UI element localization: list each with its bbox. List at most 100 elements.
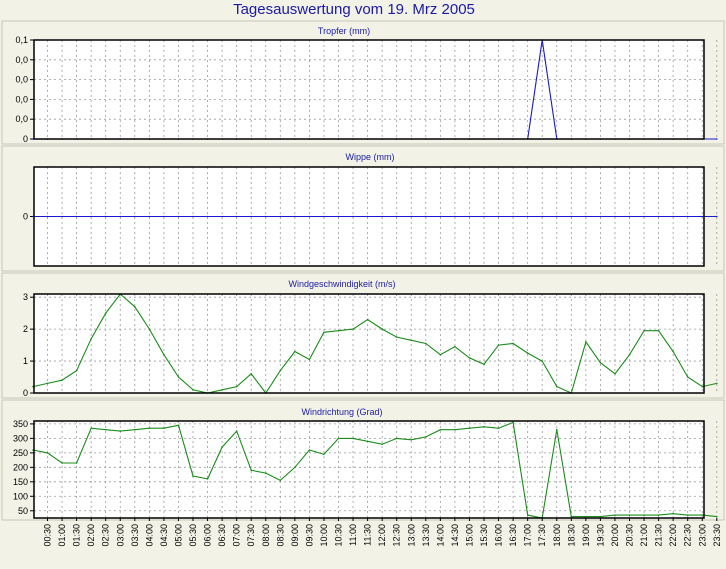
x-tick-label: 08:30 bbox=[275, 524, 285, 547]
data-point bbox=[279, 215, 282, 218]
data-point bbox=[686, 376, 689, 378]
data-point bbox=[235, 215, 238, 218]
x-tick-label: 18:30 bbox=[566, 524, 576, 547]
chart-title: Tropfer (mm) bbox=[318, 26, 370, 36]
plot-border bbox=[33, 420, 705, 519]
data-point bbox=[192, 215, 194, 218]
data-point bbox=[672, 512, 674, 515]
data-point bbox=[75, 215, 78, 218]
plot-border bbox=[33, 39, 705, 140]
y-tick-label: 50 bbox=[18, 506, 28, 516]
data-point bbox=[614, 373, 616, 375]
data-point bbox=[221, 389, 223, 391]
data-point bbox=[483, 426, 485, 428]
x-tick-label: 14:00 bbox=[435, 524, 445, 547]
data-point bbox=[221, 446, 223, 448]
data-point bbox=[352, 215, 354, 218]
data-point bbox=[192, 475, 194, 477]
data-point bbox=[75, 462, 78, 464]
data-point bbox=[643, 215, 645, 218]
data-point bbox=[716, 138, 718, 140]
data-point bbox=[628, 514, 631, 516]
data-point bbox=[643, 514, 645, 516]
data-point bbox=[250, 373, 252, 375]
data-point bbox=[163, 353, 165, 356]
data-point bbox=[308, 449, 311, 451]
y-tick-label: 0,0 bbox=[15, 55, 28, 65]
x-tick-label: 00:30 bbox=[43, 524, 53, 547]
data-point bbox=[134, 306, 136, 308]
chart-title: Windrichtung (Grad) bbox=[301, 407, 382, 417]
data-point bbox=[279, 369, 282, 372]
data-point bbox=[657, 514, 660, 516]
data-point bbox=[250, 215, 252, 218]
data-point bbox=[148, 215, 151, 218]
y-tick-label: 3 bbox=[23, 292, 28, 302]
y-tick-label: 250 bbox=[13, 448, 28, 458]
y-tick-label: 300 bbox=[13, 433, 28, 443]
data-point bbox=[483, 363, 485, 366]
series-line bbox=[32, 293, 717, 394]
x-tick-label: 23:30 bbox=[712, 524, 722, 547]
x-tick-label: 10:00 bbox=[319, 524, 329, 547]
x-tick-label: 01:00 bbox=[57, 524, 67, 547]
data-point bbox=[148, 328, 151, 330]
data-point bbox=[716, 382, 718, 385]
data-point bbox=[250, 469, 252, 472]
x-tick-label: 15:00 bbox=[464, 524, 474, 547]
data-point bbox=[512, 421, 514, 424]
data-point bbox=[526, 352, 529, 354]
data-point bbox=[90, 427, 92, 430]
data-point bbox=[410, 215, 413, 218]
x-tick-label: 13:30 bbox=[421, 524, 431, 547]
x-tick-label: 22:30 bbox=[683, 524, 693, 547]
data-point bbox=[556, 385, 558, 388]
x-tick-label: 14:30 bbox=[450, 524, 460, 547]
data-point bbox=[366, 440, 369, 443]
y-tick-label: 0 bbox=[23, 134, 28, 144]
data-point bbox=[366, 318, 369, 321]
data-point bbox=[686, 514, 689, 516]
x-tick-label: 17:30 bbox=[537, 524, 547, 547]
x-tick-label: 17:00 bbox=[523, 524, 533, 547]
data-point bbox=[206, 478, 209, 480]
data-point bbox=[672, 215, 674, 218]
y-tick-label: 100 bbox=[13, 491, 28, 501]
data-point bbox=[570, 515, 573, 518]
data-point bbox=[323, 453, 325, 456]
data-point bbox=[148, 427, 151, 430]
data-point bbox=[90, 337, 92, 340]
x-tick-label: 07:30 bbox=[246, 524, 256, 547]
y-tick-label: 0,0 bbox=[15, 114, 28, 124]
y-tick-label: 200 bbox=[13, 462, 28, 472]
data-point bbox=[526, 215, 529, 218]
data-point bbox=[570, 215, 573, 218]
data-point bbox=[265, 215, 267, 218]
data-point bbox=[381, 328, 384, 330]
data-point bbox=[177, 215, 180, 218]
data-point bbox=[512, 342, 514, 345]
data-point bbox=[177, 424, 180, 427]
x-tick-label: 05:00 bbox=[173, 524, 183, 547]
data-point bbox=[221, 215, 223, 218]
plot-area bbox=[34, 40, 704, 139]
data-point bbox=[643, 329, 645, 332]
plot-border bbox=[33, 166, 705, 267]
data-point bbox=[512, 215, 514, 218]
data-point bbox=[614, 215, 616, 218]
data-point bbox=[294, 466, 296, 469]
x-tick-label: 21:00 bbox=[639, 524, 649, 547]
x-tick-label: 11:00 bbox=[348, 524, 358, 546]
chart-title: Windgeschwindigkeit (m/s) bbox=[288, 279, 395, 289]
x-tick-label: 04:00 bbox=[144, 524, 154, 547]
data-point bbox=[585, 341, 587, 343]
data-point bbox=[192, 389, 194, 391]
x-tick-label: 02:00 bbox=[86, 524, 96, 547]
data-point bbox=[701, 385, 704, 388]
x-tick-label: 05:30 bbox=[188, 524, 198, 547]
x-tick-label: 13:00 bbox=[406, 524, 416, 547]
data-point bbox=[701, 514, 704, 516]
x-tick-label: 12:00 bbox=[377, 524, 387, 547]
data-point bbox=[614, 514, 616, 516]
page-title: Tagesauswertung vom 19. Mrz 2005 bbox=[233, 1, 475, 18]
